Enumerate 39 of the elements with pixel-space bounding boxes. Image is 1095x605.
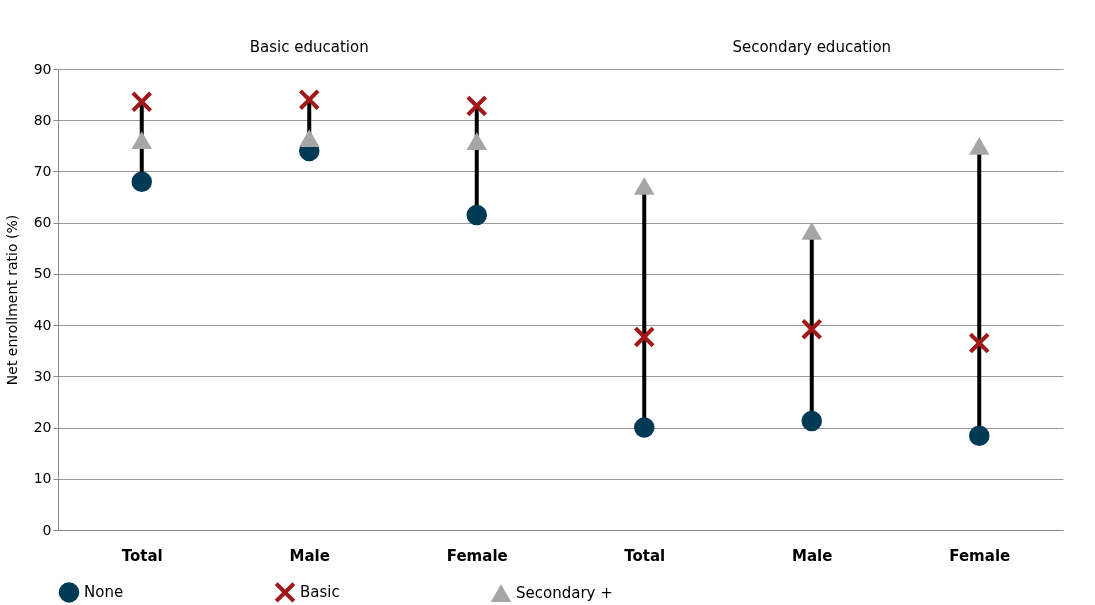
point (634, 417, 655, 438)
y-tick-label: 90 (33, 60, 52, 77)
text: Secondary education (732, 38, 892, 56)
legend-label: Basic (300, 583, 340, 602)
point (299, 129, 320, 148)
point (801, 221, 822, 240)
y-tick-label: 30 (33, 367, 52, 384)
x-tick-label: Female (949, 546, 1011, 565)
point (969, 332, 990, 354)
point (131, 91, 152, 113)
point (131, 171, 152, 192)
y-tick-label: 70 (33, 162, 52, 179)
x-tick-label: Female (446, 546, 508, 565)
y-tick-label: 80 (33, 111, 52, 128)
y-tick-label: 0 (42, 521, 52, 538)
legend-label: Secondary + (516, 584, 613, 603)
y-tick-label: 60 (33, 214, 52, 231)
point (299, 89, 320, 110)
point (466, 95, 487, 117)
point (801, 410, 822, 432)
y-tick-label: 10 (33, 470, 52, 487)
x-tick-label: Male (289, 546, 330, 565)
point (131, 131, 152, 150)
point (801, 318, 822, 340)
x-tick-label: Male (792, 546, 833, 565)
text: Basic education (249, 38, 369, 56)
point (466, 204, 487, 226)
y-tick-label: 40 (33, 316, 52, 333)
x-tick-label: Total (624, 546, 666, 565)
legend-label: None (84, 583, 124, 602)
point (969, 136, 990, 155)
point (466, 132, 487, 151)
y-axis-title: Net enrollment ratio (%) (3, 214, 20, 386)
y-tick-label: 20 (33, 419, 52, 436)
point (634, 326, 655, 348)
point (969, 425, 990, 446)
point (634, 176, 655, 195)
x-tick-label: Total (121, 546, 163, 565)
y-tick-label: 50 (33, 265, 52, 282)
